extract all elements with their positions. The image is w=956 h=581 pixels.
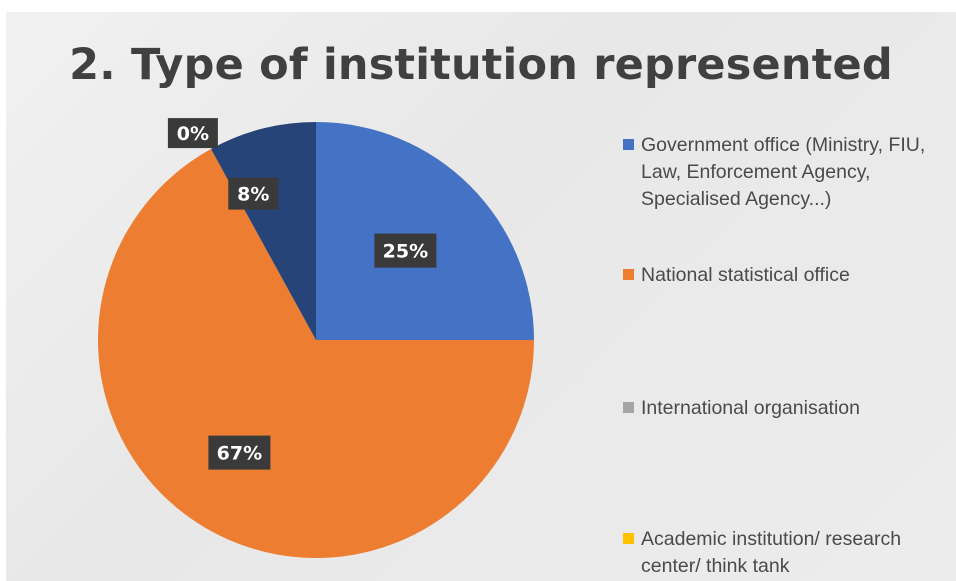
- data-label-academic: 8%: [228, 177, 279, 210]
- legend-label-government: Government office (Ministry, FIU, Law, E…: [641, 134, 926, 210]
- data-label-government: 25%: [374, 233, 437, 268]
- legend-swatch-international: [623, 402, 634, 413]
- pie-slice-academic: [210, 122, 316, 340]
- legend-swatch-statistical: [623, 269, 634, 280]
- chart-area: 2. Type of institution represented 25% 67…: [6, 12, 956, 581]
- data-label-text-international: 0%: [177, 123, 209, 145]
- data-label-text-academic: 8%: [237, 184, 269, 206]
- data-label-box-international: [167, 118, 218, 149]
- data-label-box-government: [374, 233, 437, 268]
- data-label-text-government: 25%: [383, 241, 428, 263]
- chart-title: 2. Type of institution represented: [69, 40, 893, 90]
- legend-swatch-academic: [623, 533, 634, 544]
- pie-slice-government: [316, 122, 534, 340]
- data-label-box-academic: [228, 177, 279, 210]
- data-label-international: 0%: [167, 118, 218, 149]
- data-label-statistical: 67%: [208, 435, 271, 470]
- pie-slice-statistical: [97, 148, 535, 559]
- legend-label-academic: Academic institution/ research center/ t…: [641, 528, 902, 577]
- legend-label-statistical: National statistical office: [641, 264, 850, 286]
- pie-chart: 25% 67% 0% 8%: [97, 118, 535, 559]
- data-label-text-statistical: 67%: [217, 443, 262, 465]
- legend-label-international: International organisation: [641, 397, 860, 419]
- legend-swatch-government: [623, 139, 634, 150]
- data-label-box-statistical: [208, 435, 271, 470]
